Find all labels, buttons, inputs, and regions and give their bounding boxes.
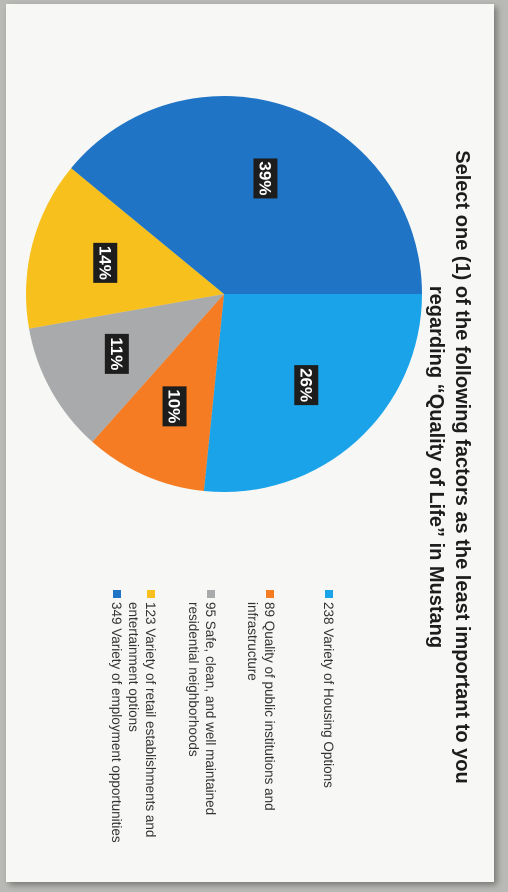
legend-item-2: 95 Safe, clean, and well maintainedresid… xyxy=(186,590,218,815)
data-label-box xyxy=(93,242,118,283)
legend-item-1: 89 Quality of public institutions andinf… xyxy=(245,590,277,811)
legend-label: infrastructure xyxy=(245,602,260,681)
pie-slice-4 xyxy=(71,96,422,294)
data-label-box xyxy=(104,333,129,374)
pie-slices xyxy=(26,96,422,492)
legend-swatch xyxy=(113,590,121,598)
legend-label: 349 Variety of employment opportunities xyxy=(109,602,124,843)
legend-label: 123 Variety of retail establishments and xyxy=(143,602,158,837)
legend-swatch xyxy=(207,590,215,598)
pie-slice-3 xyxy=(26,168,224,329)
legend-label: 95 Safe, clean, and well maintained xyxy=(203,602,218,815)
legend-swatch xyxy=(325,590,333,598)
data-labels: 26% 10% 11% 14% 39% xyxy=(93,158,319,427)
legend-item-3: 123 Variety of retail establishments and… xyxy=(126,590,158,837)
legend-item-4: 349 Variety of employment opportunities xyxy=(109,590,124,843)
legend-label: 238 Variety of Housing Options xyxy=(321,602,336,788)
data-label-box xyxy=(162,386,187,427)
legend-label: residential neighborhoods xyxy=(186,602,201,757)
pie-slice-1 xyxy=(92,294,224,491)
data-label-2: 11% xyxy=(104,333,129,374)
data-label-0: 26% xyxy=(294,365,319,406)
chart-legend: 238 Variety of Housing Options 89 Quality… xyxy=(109,590,336,843)
pie-chart: Select one (1) of the following factors … xyxy=(26,96,473,843)
data-label-3: 14% xyxy=(93,242,118,283)
legend-item-0: 238 Variety of Housing Options xyxy=(321,590,336,788)
paper-sheet: Select one (1) of the following factors … xyxy=(6,4,494,882)
data-label-1: 10% xyxy=(162,386,187,427)
data-label-4: 39% xyxy=(253,158,278,199)
data-label-text: 39% xyxy=(255,161,274,195)
legend-swatch xyxy=(147,590,155,598)
chart-title: Select one (1) of the following factors … xyxy=(425,150,473,783)
legend-label: entertainment options xyxy=(126,602,141,732)
data-label-text: 10% xyxy=(165,389,184,423)
chart-title-line: Select one (1) of the following factors … xyxy=(451,150,473,783)
data-label-text: 11% xyxy=(107,337,126,370)
data-label-box xyxy=(253,158,278,199)
legend-label: 89 Quality of public institutions and xyxy=(262,602,277,811)
data-label-text: 26% xyxy=(296,368,315,402)
data-label-box xyxy=(294,365,319,406)
data-label-text: 14% xyxy=(95,246,114,280)
chart-title-line: regarding “Quality of Life” in Mustang xyxy=(425,286,447,648)
legend-swatch xyxy=(266,590,274,598)
